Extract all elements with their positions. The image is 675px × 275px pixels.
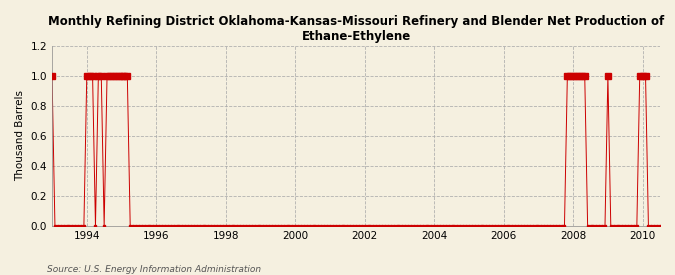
- Title: Monthly Refining District Oklahoma-Kansas-Missouri Refinery and Blender Net Prod: Monthly Refining District Oklahoma-Kansa…: [48, 15, 664, 43]
- Text: Source: U.S. Energy Information Administration: Source: U.S. Energy Information Administ…: [47, 265, 261, 274]
- Y-axis label: Thousand Barrels: Thousand Barrels: [15, 90, 25, 181]
